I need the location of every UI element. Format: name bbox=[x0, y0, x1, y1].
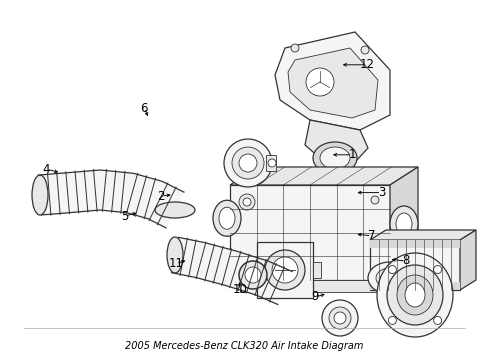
Polygon shape bbox=[459, 230, 475, 290]
Text: 2005 Mercedes-Benz CLK320 Air Intake Diagram: 2005 Mercedes-Benz CLK320 Air Intake Dia… bbox=[125, 341, 363, 351]
Ellipse shape bbox=[224, 139, 271, 187]
Ellipse shape bbox=[375, 268, 403, 288]
Text: 8: 8 bbox=[401, 255, 409, 267]
Ellipse shape bbox=[312, 142, 356, 174]
Polygon shape bbox=[265, 155, 275, 171]
Ellipse shape bbox=[267, 159, 275, 167]
Polygon shape bbox=[369, 240, 459, 290]
Ellipse shape bbox=[305, 68, 333, 96]
Ellipse shape bbox=[266, 280, 303, 296]
Ellipse shape bbox=[395, 213, 411, 235]
Polygon shape bbox=[229, 185, 389, 280]
Ellipse shape bbox=[387, 266, 396, 274]
Ellipse shape bbox=[404, 283, 424, 307]
Ellipse shape bbox=[155, 202, 195, 218]
Polygon shape bbox=[39, 170, 183, 228]
Ellipse shape bbox=[290, 44, 298, 52]
Polygon shape bbox=[389, 167, 417, 280]
Ellipse shape bbox=[370, 196, 378, 204]
Ellipse shape bbox=[239, 194, 254, 210]
Ellipse shape bbox=[241, 196, 248, 204]
Polygon shape bbox=[369, 240, 459, 248]
Ellipse shape bbox=[231, 147, 264, 179]
Polygon shape bbox=[274, 32, 389, 130]
Ellipse shape bbox=[367, 262, 411, 294]
Text: 4: 4 bbox=[42, 163, 50, 176]
Polygon shape bbox=[171, 237, 291, 305]
Ellipse shape bbox=[333, 312, 346, 324]
Ellipse shape bbox=[213, 200, 241, 236]
Ellipse shape bbox=[239, 261, 266, 289]
Text: 6: 6 bbox=[140, 102, 148, 114]
Polygon shape bbox=[257, 242, 312, 298]
Text: 3: 3 bbox=[377, 186, 385, 199]
Ellipse shape bbox=[264, 250, 305, 290]
Polygon shape bbox=[312, 262, 320, 278]
Ellipse shape bbox=[396, 275, 432, 315]
Text: 10: 10 bbox=[232, 283, 246, 296]
Ellipse shape bbox=[319, 147, 349, 169]
Ellipse shape bbox=[244, 267, 261, 283]
Text: 5: 5 bbox=[121, 210, 128, 222]
Ellipse shape bbox=[243, 198, 250, 206]
Ellipse shape bbox=[389, 206, 417, 242]
Ellipse shape bbox=[376, 253, 452, 337]
Ellipse shape bbox=[370, 261, 378, 269]
Text: 11: 11 bbox=[168, 257, 183, 270]
Ellipse shape bbox=[433, 266, 441, 274]
Ellipse shape bbox=[241, 261, 248, 269]
Text: 12: 12 bbox=[359, 58, 373, 71]
Ellipse shape bbox=[239, 154, 257, 172]
Polygon shape bbox=[287, 48, 377, 118]
Ellipse shape bbox=[219, 207, 235, 229]
Polygon shape bbox=[240, 280, 379, 292]
Text: 2: 2 bbox=[157, 190, 165, 203]
Ellipse shape bbox=[381, 272, 397, 284]
Ellipse shape bbox=[387, 316, 396, 324]
Ellipse shape bbox=[433, 316, 441, 324]
Polygon shape bbox=[229, 167, 417, 185]
Ellipse shape bbox=[271, 257, 297, 283]
Polygon shape bbox=[369, 230, 475, 240]
Text: 9: 9 bbox=[311, 291, 319, 303]
Ellipse shape bbox=[321, 300, 357, 336]
Polygon shape bbox=[369, 282, 459, 290]
Ellipse shape bbox=[360, 46, 368, 54]
Ellipse shape bbox=[328, 307, 350, 329]
Polygon shape bbox=[248, 262, 257, 278]
Ellipse shape bbox=[167, 237, 183, 273]
Polygon shape bbox=[305, 120, 367, 162]
Text: 1: 1 bbox=[347, 148, 355, 161]
Text: 7: 7 bbox=[367, 229, 375, 242]
Ellipse shape bbox=[386, 265, 442, 325]
Ellipse shape bbox=[32, 175, 48, 215]
